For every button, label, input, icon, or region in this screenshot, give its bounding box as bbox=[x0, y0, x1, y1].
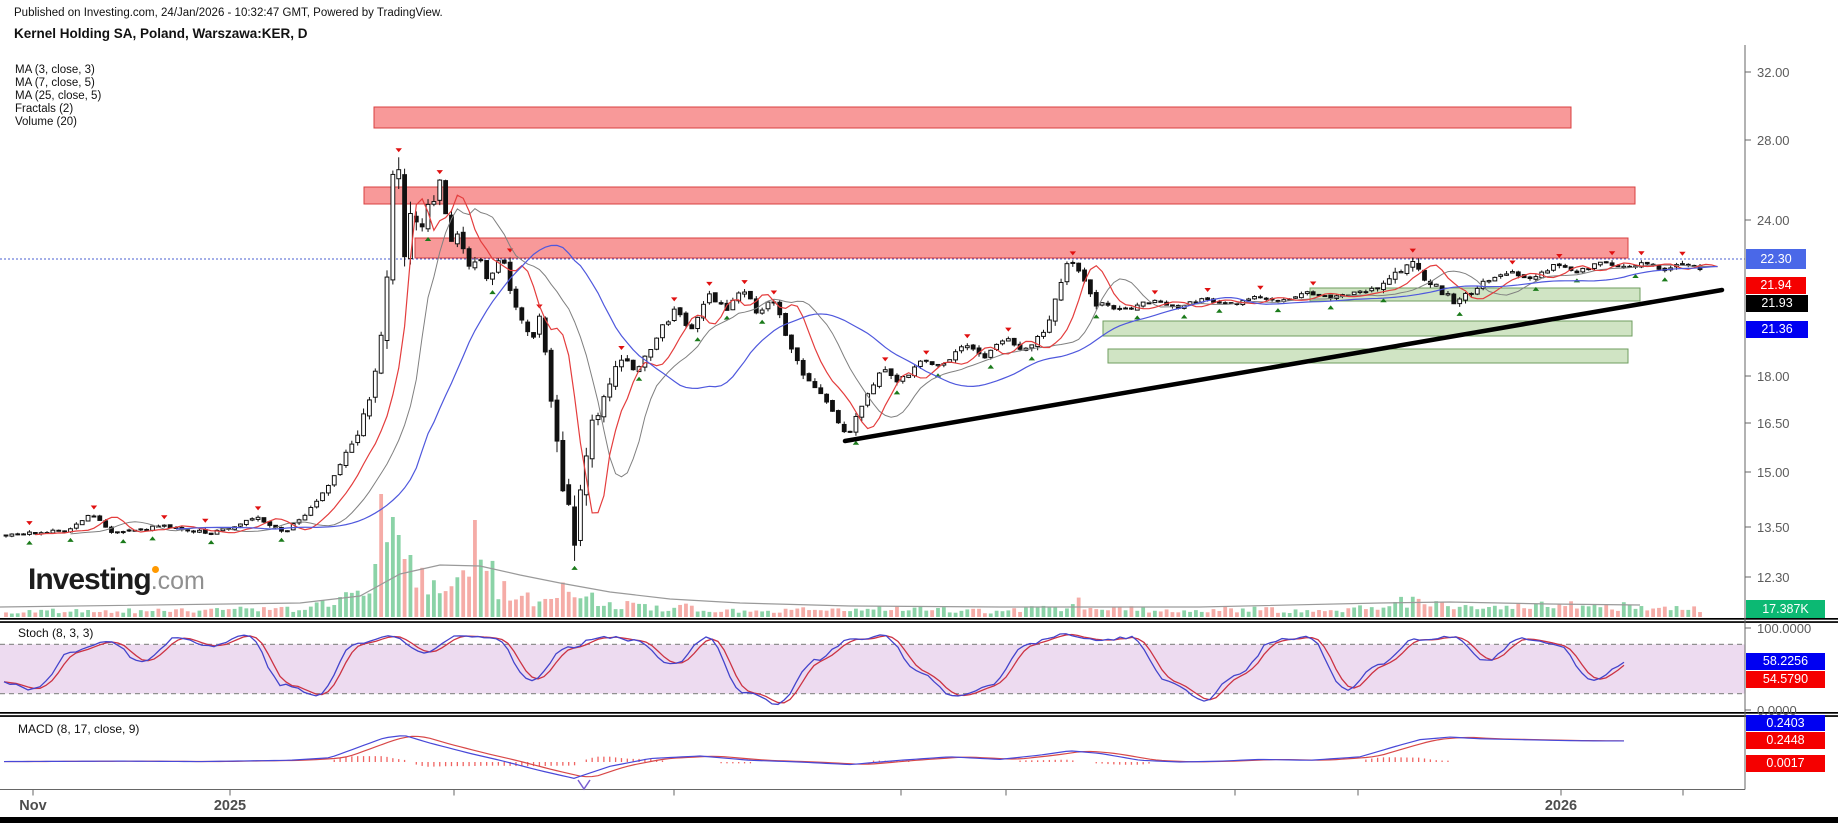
price-tick-label: 13.50 bbox=[1757, 520, 1790, 535]
watermark-suffix: .com bbox=[150, 567, 205, 595]
price-tick-label: 16.50 bbox=[1757, 416, 1790, 431]
indicator-label-ma3: MA (3, close, 3) bbox=[15, 64, 95, 76]
price-tick-label: 0.0000 bbox=[1757, 703, 1797, 718]
time-tick-label: 2025 bbox=[213, 798, 247, 814]
price-tick-label: 24.00 bbox=[1757, 213, 1790, 228]
time-tick-label: Nov bbox=[19, 798, 47, 814]
indicator-label-ma7: MA (7, close, 5) bbox=[15, 77, 95, 89]
value-badge: 17.387K bbox=[1746, 600, 1825, 618]
value-badge: 21.94 bbox=[1746, 277, 1806, 294]
price-tick-label: 32.00 bbox=[1757, 65, 1790, 80]
price-tick-label: 12.30 bbox=[1757, 570, 1790, 585]
macd-panel-label: MACD (8, 17, close, 9) bbox=[18, 722, 140, 736]
value-badge: 54.5790 bbox=[1746, 671, 1825, 688]
watermark-brand: Investing bbox=[28, 563, 152, 596]
indicator-label-volume: Volume (20) bbox=[15, 116, 78, 128]
investing-watermark: Investing.com bbox=[28, 563, 205, 597]
watermark-orange-dot-icon bbox=[152, 566, 159, 573]
value-badge: 0.0017 bbox=[1746, 755, 1825, 772]
published-line: Published on Investing.com, 24/Jan/2026 … bbox=[14, 7, 443, 19]
price-tick-label: 18.00 bbox=[1757, 369, 1790, 384]
indicator-label-fractals: Fractals (2) bbox=[15, 103, 74, 115]
price-tick-label: 100.0000 bbox=[1757, 621, 1812, 636]
value-badge: 58.2256 bbox=[1746, 653, 1825, 670]
value-badge: 0.2448 bbox=[1746, 732, 1825, 749]
price-tick-label: 28.00 bbox=[1757, 133, 1790, 148]
stoch-panel-label: Stoch (8, 3, 3) bbox=[18, 626, 94, 640]
value-badge: 0.2403 bbox=[1746, 715, 1825, 731]
value-badge: 21.93 bbox=[1746, 295, 1808, 312]
value-badge: 22.30 bbox=[1746, 249, 1806, 269]
indicator-label-ma25: MA (25, close, 5) bbox=[15, 90, 102, 102]
time-tick-label: 2026 bbox=[1544, 798, 1578, 814]
chart-title: Kernel Holding SA, Poland, Warszawa:KER,… bbox=[14, 26, 308, 41]
price-tick-label: 15.00 bbox=[1757, 465, 1790, 480]
value-badge: 21.36 bbox=[1746, 321, 1808, 338]
